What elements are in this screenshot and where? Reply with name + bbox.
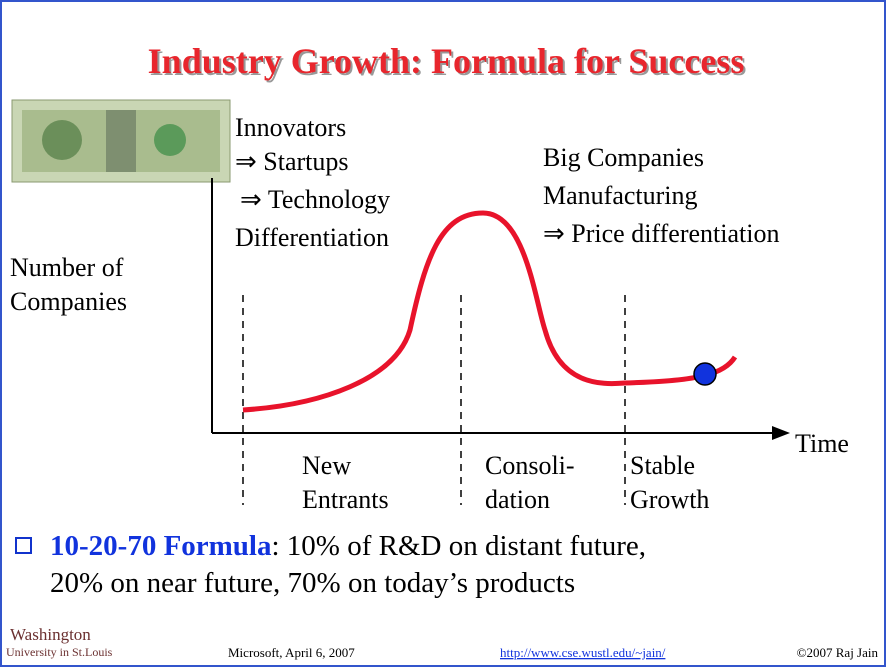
annotation: ⇒ Technology xyxy=(240,185,390,214)
annotation: Manufacturing xyxy=(543,181,698,210)
annotation: ⇒ Price differentiation xyxy=(543,219,779,248)
phase-label: Entrants xyxy=(302,485,389,514)
axis-label: Companies xyxy=(10,287,127,316)
phase-label: Stable xyxy=(630,451,695,480)
bullet-line: 20% on near future, 70% on today’s produ… xyxy=(50,567,575,599)
phase-label: Growth xyxy=(630,485,709,514)
annotation: ⇒ Startups xyxy=(235,147,349,176)
logo-text: Washington xyxy=(10,625,91,644)
annotation: Innovators xyxy=(235,113,346,142)
phase-label: Consoli- xyxy=(485,451,575,480)
slide: Industry Growth: Formula for Success Ind… xyxy=(0,0,886,667)
title: Industry Growth: Formula for Success xyxy=(148,41,745,81)
bullet-text: 10-20-70 Formula: 10% of R&D on distant … xyxy=(50,530,646,562)
phase-label: New xyxy=(302,451,351,480)
footer-event: Microsoft, April 6, 2007 xyxy=(228,645,355,660)
axis-label: Time xyxy=(795,429,849,458)
annotation: Big Companies xyxy=(543,143,704,172)
bullet-bold: 10-20-70 Formula xyxy=(50,530,272,562)
footer-copyright: ©2007 Raj Jain xyxy=(797,645,879,660)
logo-text: University in St.Louis xyxy=(6,645,113,659)
axis-label: Number of xyxy=(10,253,124,282)
dollar-bill xyxy=(12,100,230,182)
bullet-line: : 10% of R&D on distant future, xyxy=(272,530,647,562)
footer-url[interactable]: http://www.cse.wustl.edu/~jain/ xyxy=(500,645,666,660)
phase-label: dation xyxy=(485,485,550,514)
current-position xyxy=(694,363,716,385)
annotation: Differentiation xyxy=(235,223,389,252)
